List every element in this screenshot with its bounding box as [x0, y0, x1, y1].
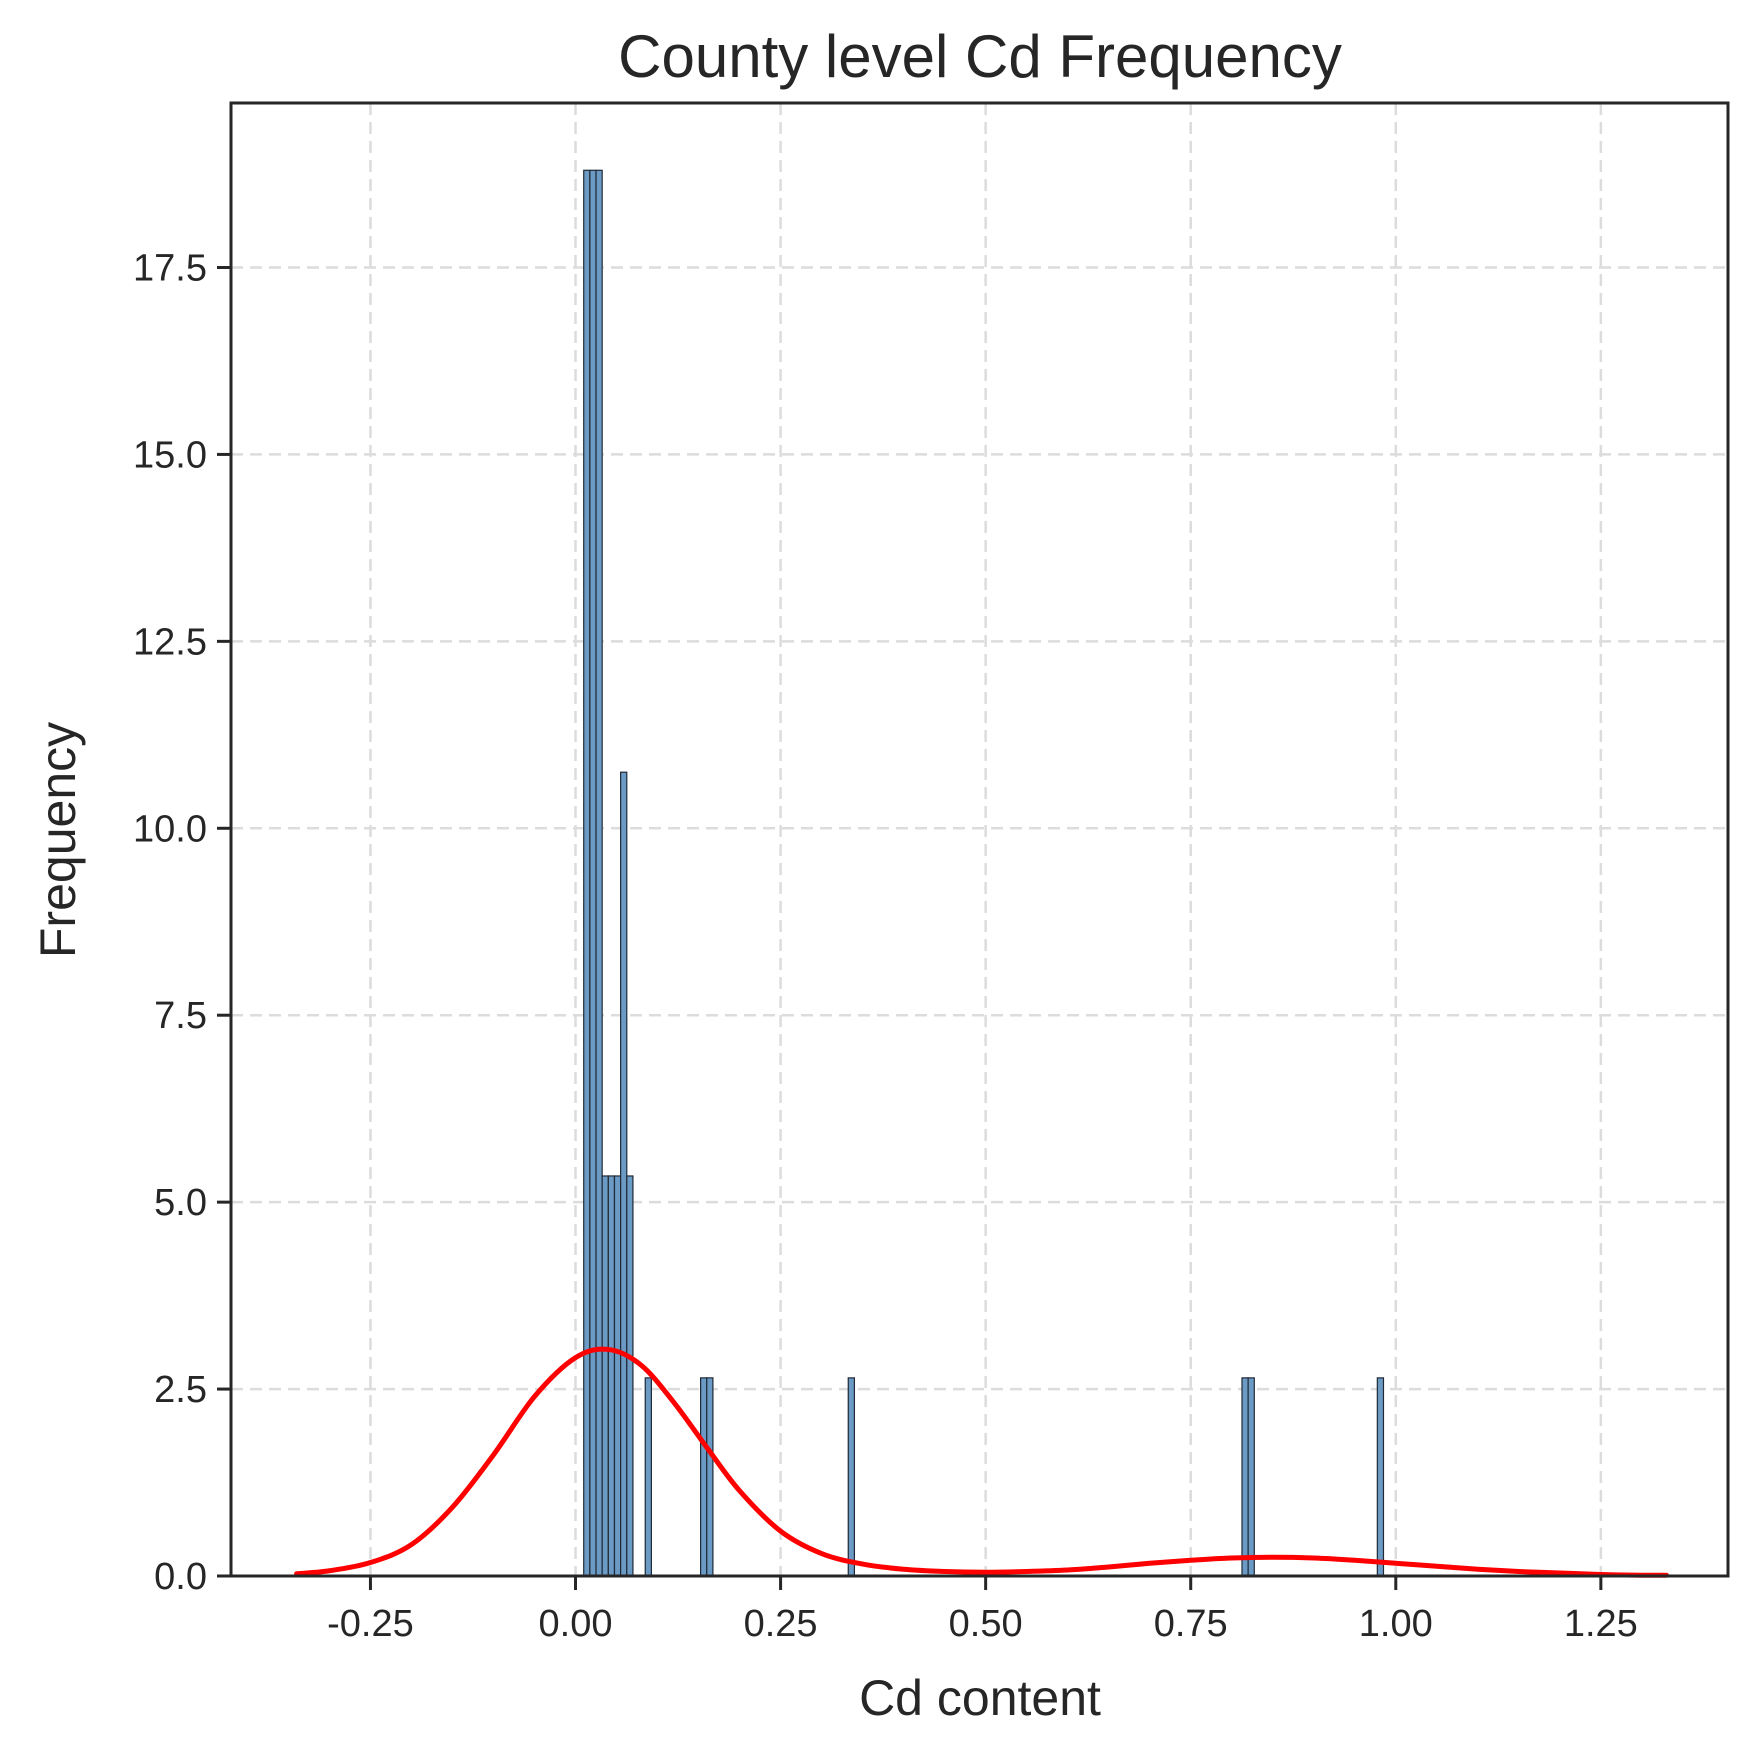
chart-title: County level Cd Frequency	[618, 23, 1342, 90]
histogram-bar	[706, 1377, 714, 1577]
histogram-bar	[1241, 1377, 1249, 1577]
histogram-bar	[644, 1377, 652, 1577]
grid-lines	[231, 103, 1728, 1576]
histogram-bar	[601, 1175, 609, 1577]
x-tick-label: 0.50	[949, 1603, 1023, 1645]
y-tick-label: 0.0	[154, 1556, 207, 1598]
kde-curve-layer	[294, 1346, 1669, 1578]
histogram-bar	[626, 1175, 634, 1577]
x-tick-label: 1.00	[1359, 1603, 1433, 1645]
kde-density-curve	[294, 1346, 1669, 1578]
histogram-bar	[620, 771, 628, 1577]
y-tick-label: 10.0	[133, 808, 207, 850]
y-tick-label: 17.5	[133, 247, 207, 289]
y-tick-label: 12.5	[133, 621, 207, 663]
histogram-bar	[1247, 1377, 1255, 1577]
histogram-bar	[583, 169, 591, 1577]
histogram-bar	[613, 1175, 622, 1577]
histogram-bar	[700, 1377, 708, 1577]
x-tick-label: 0.75	[1154, 1603, 1228, 1645]
histogram-bar	[595, 169, 603, 1577]
histogram-bars	[583, 169, 1385, 1577]
x-tick-label: 0.25	[744, 1603, 818, 1645]
histogram-bar	[607, 1175, 616, 1577]
y-tick-label: 7.5	[154, 995, 207, 1037]
y-axis-ticks: 0.0 2.5 5.0 7.5 10.0 12.5 15.0 17.5	[133, 247, 231, 1598]
y-tick-label: 2.5	[154, 1369, 207, 1411]
x-tick-label: 1.25	[1564, 1603, 1638, 1645]
histogram-bar	[847, 1377, 856, 1577]
histogram-bar	[589, 169, 597, 1577]
plot-frame	[229, 101, 1730, 1578]
x-axis-label: Cd content	[859, 1670, 1101, 1726]
x-tick-label: 0.00	[539, 1603, 613, 1645]
histogram-bar	[1376, 1377, 1385, 1577]
y-tick-label: 5.0	[154, 1182, 207, 1224]
y-axis-label: Frequency	[30, 722, 86, 958]
y-tick-label: 15.0	[133, 434, 207, 476]
x-tick-label: -0.25	[327, 1603, 414, 1645]
x-axis-ticks: -0.25 0.00 0.25 0.50 0.75 1.00 1.25	[327, 1576, 1638, 1645]
